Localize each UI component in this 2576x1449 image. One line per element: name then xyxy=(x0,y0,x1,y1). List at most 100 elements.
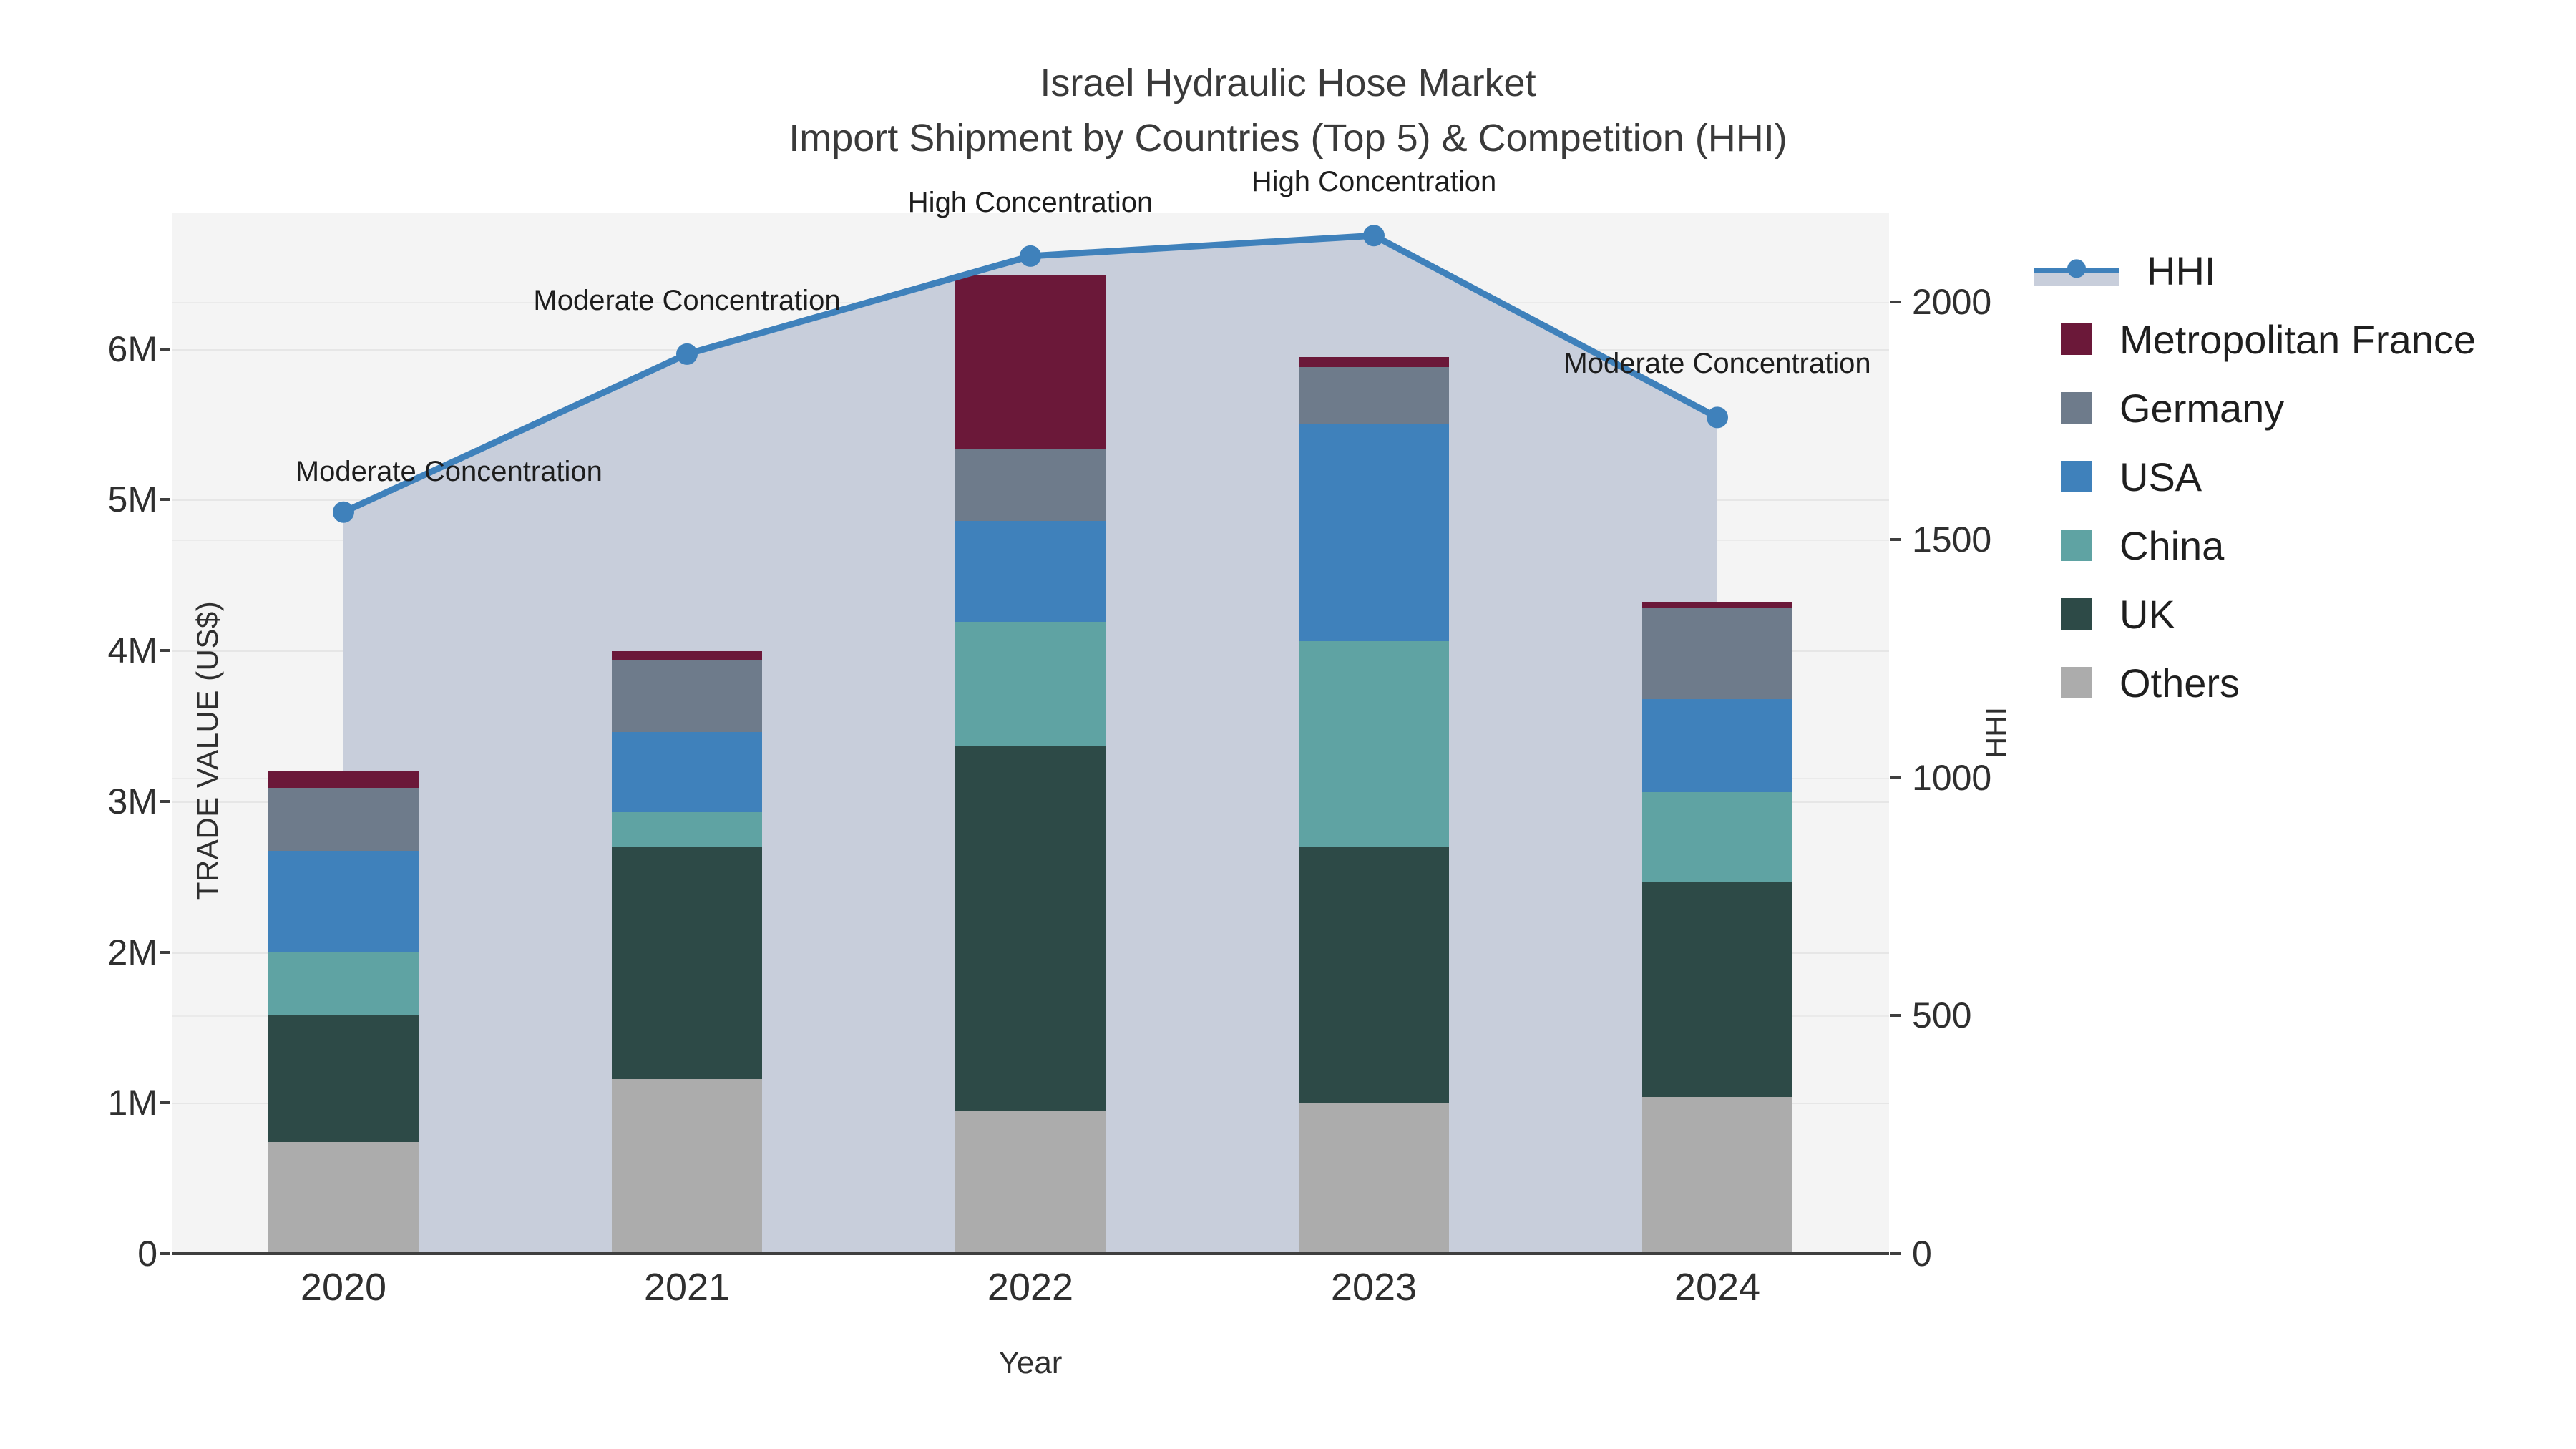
legend-label: HHI xyxy=(2147,248,2216,293)
bar-stack[interactable] xyxy=(1299,357,1449,1254)
bar-segment[interactable] xyxy=(1299,1103,1449,1254)
bar-segment[interactable] xyxy=(1299,847,1449,1103)
y-axis-right-tick xyxy=(1890,1014,1901,1018)
bar-segment[interactable] xyxy=(1299,424,1449,642)
y-axis-left-tick-label: 3M xyxy=(107,781,157,821)
legend-label: China xyxy=(2119,522,2225,568)
legend-color-swatch xyxy=(2061,461,2092,492)
y-axis-right-tick-label: 1000 xyxy=(1912,757,1992,798)
bar-segment[interactable] xyxy=(1642,881,1792,1097)
hhi-line-series xyxy=(333,225,1728,523)
bar-segment[interactable] xyxy=(955,745,1106,1111)
x-axis-tick-label: 2022 xyxy=(987,1266,1074,1309)
bar-segment[interactable] xyxy=(612,731,762,812)
legend-label: Others xyxy=(2119,660,2240,706)
bar-segment[interactable] xyxy=(1642,601,1792,609)
bar-segment[interactable] xyxy=(612,651,762,660)
y-axis-right-tick-label: 2000 xyxy=(1912,281,1992,322)
legend-item[interactable]: HHI xyxy=(2034,236,2562,305)
bar-segment[interactable] xyxy=(1299,641,1449,847)
concentration-annotation: Moderate Concentration xyxy=(295,455,602,487)
y-axis-right-tick xyxy=(1890,776,1901,779)
bar-segment[interactable] xyxy=(955,448,1106,521)
y-axis-left-tick-label: 6M xyxy=(107,328,157,369)
bar-segment[interactable] xyxy=(955,275,1106,449)
legend-color-swatch xyxy=(2061,667,2092,698)
concentration-annotation: Moderate Concentration xyxy=(533,284,841,316)
legend-item[interactable]: UK xyxy=(2061,580,2562,648)
y-axis-left-tick xyxy=(160,799,170,803)
hhi-marker[interactable] xyxy=(1707,406,1728,429)
legend-line-icon xyxy=(2034,255,2119,286)
legend-label: USA xyxy=(2119,454,2202,499)
legend-item[interactable]: Others xyxy=(2061,648,2562,717)
bar-segment[interactable] xyxy=(612,659,762,732)
chart-legend: HHI Metropolitan France Germany USA China UK O… xyxy=(2034,236,2562,717)
chart-title-block: Israel Hydraulic Hose Market Import Ship… xyxy=(0,56,2576,165)
x-axis-line xyxy=(172,1252,1889,1255)
legend-color-swatch xyxy=(2061,598,2092,630)
legend-item[interactable]: Germany xyxy=(2061,374,2562,442)
bar-segment[interactable] xyxy=(268,770,419,788)
bar-segment[interactable] xyxy=(268,1142,419,1254)
chart-title: Israel Hydraulic Hose Market xyxy=(1040,62,1536,104)
legend-area-swatch xyxy=(2034,270,2119,286)
y-axis-left-tick-label: 0 xyxy=(137,1234,157,1274)
bar-segment[interactable] xyxy=(1642,1096,1792,1254)
bar-segment[interactable] xyxy=(955,1110,1106,1254)
bar-segment[interactable] xyxy=(1642,608,1792,699)
legend-color-swatch xyxy=(2061,392,2092,424)
concentration-annotation: High Concentration xyxy=(907,186,1153,218)
concentration-annotation: High Concentration xyxy=(1251,166,1497,198)
bar-segment[interactable] xyxy=(268,787,419,852)
y-axis-left-tick xyxy=(160,950,170,954)
y-axis-left-tick xyxy=(160,1252,170,1255)
bar-segment[interactable] xyxy=(612,1078,762,1254)
y-axis-right-tick-label: 500 xyxy=(1912,995,1972,1036)
bar-segment[interactable] xyxy=(1642,698,1792,793)
y-axis-right-tick xyxy=(1890,538,1901,542)
legend-item[interactable]: USA xyxy=(2061,442,2562,511)
bar-segment[interactable] xyxy=(1299,357,1449,367)
bar-stack[interactable] xyxy=(268,770,419,1254)
legend-label: UK xyxy=(2119,591,2175,637)
y-axis-left-tick-label: 5M xyxy=(107,479,157,520)
bar-segment[interactable] xyxy=(612,811,762,847)
bar-segment[interactable] xyxy=(1299,366,1449,425)
bar-segment[interactable] xyxy=(268,1015,419,1143)
hhi-marker[interactable] xyxy=(1363,225,1385,247)
bar-stack[interactable] xyxy=(1642,601,1792,1254)
legend-line-dot xyxy=(2067,259,2086,278)
legend-color-swatch xyxy=(2061,323,2092,355)
y-axis-left-tick xyxy=(160,649,170,653)
x-axis-tick-label: 2021 xyxy=(643,1266,731,1309)
legend-item[interactable]: Metropolitan France xyxy=(2061,305,2562,374)
y-axis-right-title: HHI xyxy=(1979,706,2013,759)
hhi-marker[interactable] xyxy=(676,343,698,365)
bar-segment[interactable] xyxy=(1642,792,1792,882)
legend-item[interactable]: China xyxy=(2061,511,2562,580)
y-axis-right-tick xyxy=(1890,1252,1901,1255)
concentration-annotation: Moderate Concentration xyxy=(1563,348,1871,380)
y-axis-left-tick xyxy=(160,498,170,502)
hhi-marker[interactable] xyxy=(333,501,354,523)
legend-color-swatch xyxy=(2061,530,2092,561)
bar-segment[interactable] xyxy=(955,520,1106,623)
bar-stack[interactable] xyxy=(612,651,762,1254)
bar-segment[interactable] xyxy=(955,622,1106,746)
legend-label: Metropolitan France xyxy=(2119,316,2477,362)
y-axis-left-tick xyxy=(160,1101,170,1105)
x-axis-tick-label: 2024 xyxy=(1674,1266,1761,1309)
y-axis-left-tick-label: 2M xyxy=(107,932,157,972)
hhi-marker[interactable] xyxy=(1020,245,1041,267)
x-axis-tick-label: 2020 xyxy=(300,1266,387,1309)
y-axis-left-tick xyxy=(160,347,170,351)
legend-label: Germany xyxy=(2119,385,2285,431)
plot-area: Moderate Concentration Moderate Concentra… xyxy=(172,166,1889,1255)
y-axis-left-tick-label: 4M xyxy=(107,630,157,671)
bar-stack[interactable] xyxy=(955,275,1106,1254)
bar-segment[interactable] xyxy=(612,847,762,1079)
bar-segment[interactable] xyxy=(268,952,419,1016)
bar-segment[interactable] xyxy=(268,851,419,952)
